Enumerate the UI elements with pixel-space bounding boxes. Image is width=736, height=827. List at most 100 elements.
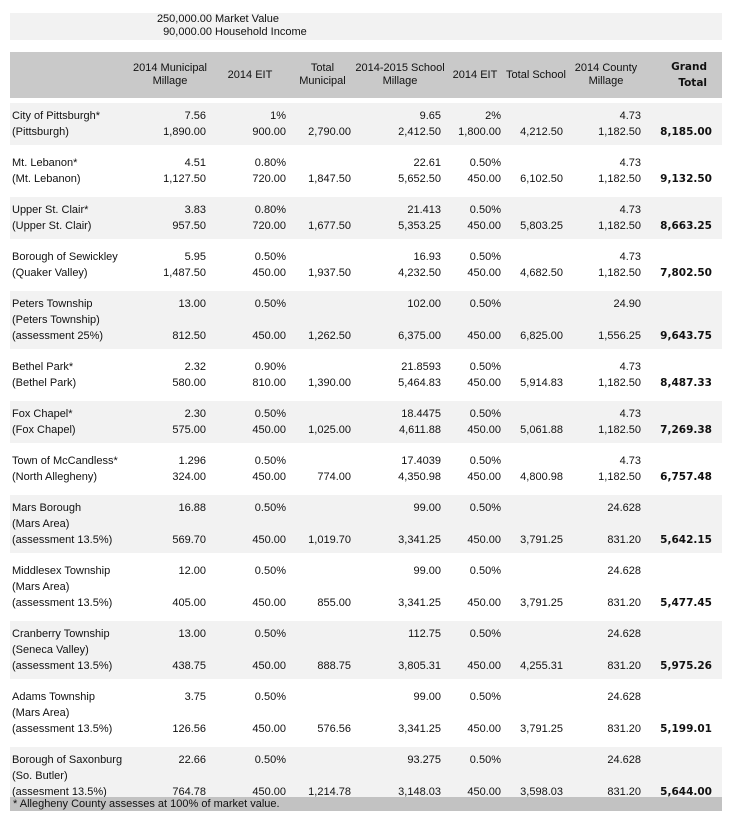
municipality-name: (Mt. Lebanon) xyxy=(12,173,81,185)
municipal-eit-rate: 0.50% xyxy=(254,408,286,420)
empty-cell xyxy=(210,579,290,595)
municipality-name: (Seneca Valley) xyxy=(12,644,89,656)
school-eit-rate: 2% xyxy=(485,110,501,122)
school-eit-amount: 1,800.00 xyxy=(458,126,501,138)
total-school-rate xyxy=(505,752,567,768)
county-millage-rate: 4.73 xyxy=(619,251,641,263)
table-row: Mt. Lebanon* 4.51 0.80% 22.61 0.50% 4.73 (Mt. … xyxy=(10,150,722,192)
empty-cell xyxy=(355,768,445,784)
row-line: Mars Borough 16.88 0.50% 99.00 0.50% 24.628 xyxy=(10,500,722,516)
municipality-name: (Mars Area) xyxy=(12,707,70,719)
empty-cell xyxy=(355,579,445,595)
row-line: (Mt. Lebanon) 1,127.50 720.00 1,847.50 5,652… xyxy=(10,171,722,187)
municipal-eit-rate: 0.80% xyxy=(254,204,286,216)
school-eit-rate: 0.50% xyxy=(469,157,501,169)
municipality-name: Upper St. Clair* xyxy=(12,204,89,216)
total-municipal-rate xyxy=(290,500,355,516)
school-eit-rate: 0.50% xyxy=(469,628,501,640)
county-millage-rate: 4.73 xyxy=(619,455,641,467)
total-school-rate xyxy=(505,296,567,312)
grand-total-amount: 9,132.50 xyxy=(660,173,712,185)
grand-total-amount: 5,199.01 xyxy=(660,723,712,735)
table-body: City of Pittsburgh* 7.56 1% 9.65 2% 4.73 (Pitt… xyxy=(10,103,722,810)
empty-cell xyxy=(130,768,210,784)
school-eit-amount: 450.00 xyxy=(467,173,501,185)
empty-cell xyxy=(210,312,290,328)
municipal-millage-rate: 7.56 xyxy=(184,110,206,122)
row-line: (Bethel Park) 580.00 810.00 1,390.00 5,464.8… xyxy=(10,375,722,391)
school-millage-rate: 16.93 xyxy=(413,251,441,263)
row-line: (assessment 13.5%) 405.00 450.00 855.00 3,34… xyxy=(10,595,722,611)
county-millage-amount: 1,182.50 xyxy=(598,267,641,279)
total-school-amount: 3,791.25 xyxy=(520,534,563,546)
row-line: Town of McCandless* 1.296 0.50% 17.4039 0.50… xyxy=(10,453,722,469)
empty-cell xyxy=(130,579,210,595)
school-eit-amount: 450.00 xyxy=(467,534,501,546)
school-eit-rate: 0.50% xyxy=(469,408,501,420)
school-eit-rate: 0.50% xyxy=(469,754,501,766)
school-eit-amount: 450.00 xyxy=(467,220,501,232)
municipality-name: (North Allegheny) xyxy=(12,471,97,483)
empty-cell xyxy=(290,579,355,595)
row-line: (assessment 13.5%) 438.75 450.00 888.75 3,80… xyxy=(10,658,722,674)
school-millage-amount: 3,805.31 xyxy=(398,660,441,672)
municipal-eit-rate: 0.90% xyxy=(254,361,286,373)
market-value-label: Market Value xyxy=(215,13,279,25)
municipality-name: (assesment 13.5%) xyxy=(12,786,107,798)
municipal-millage-amount: 580.00 xyxy=(172,377,206,389)
school-eit-rate: 0.50% xyxy=(469,502,501,514)
row-line: (assessment 13.5%) 126.56 450.00 576.56 3,34… xyxy=(10,721,722,737)
total-school-amount: 6,825.00 xyxy=(520,330,563,342)
county-millage-amount: 1,182.50 xyxy=(598,424,641,436)
municipality-name: Adams Township xyxy=(12,691,95,703)
county-millage-rate: 24.628 xyxy=(607,502,641,514)
row-line: (assessment 13.5%) 569.70 450.00 1,019.70 3,… xyxy=(10,532,722,548)
table-row: Peters Township 13.00 0.50% 102.00 0.50% 24.9… xyxy=(10,291,722,349)
municipality-name: Mt. Lebanon* xyxy=(12,157,78,169)
empty-cell xyxy=(290,516,355,532)
school-millage-rate: 21.8593 xyxy=(401,361,441,373)
county-millage-amount: 1,556.25 xyxy=(598,330,641,342)
municipal-eit-amount: 720.00 xyxy=(252,220,286,232)
municipal-eit-rate: 0.80% xyxy=(254,157,286,169)
grand-total-amount: 7,802.50 xyxy=(660,267,712,279)
county-millage-rate: 4.73 xyxy=(619,204,641,216)
table-row: Borough of Sewickley 5.95 0.50% 16.93 0.50% 4… xyxy=(10,244,722,286)
row-line: (Pittsburgh) 1,890.00 900.00 2,790.00 2,412.… xyxy=(10,124,722,140)
municipal-millage-amount: 764.78 xyxy=(172,786,206,798)
table-row: Cranberry Township 13.00 0.50% 112.75 0.50% 2… xyxy=(10,621,722,679)
county-millage-amount: 1,182.50 xyxy=(598,377,641,389)
household-income-row: 90,000.00 Household Income xyxy=(10,26,722,39)
empty-cell xyxy=(505,642,567,658)
row-line: (Upper St. Clair) 957.50 720.00 1,677.50 5,3… xyxy=(10,218,722,234)
municipal-millage-amount: 1,890.00 xyxy=(163,126,206,138)
empty-cell xyxy=(445,312,505,328)
county-millage-amount: 831.20 xyxy=(607,723,641,735)
grand-total-amount: 8,487.33 xyxy=(660,377,712,389)
empty-cell xyxy=(445,579,505,595)
header-school-eit: 2014 EIT xyxy=(452,68,498,81)
empty-cell xyxy=(130,312,210,328)
empty-cell xyxy=(355,705,445,721)
row-line: Borough of Saxonburg 22.66 0.50% 93.275 0.50… xyxy=(10,752,722,768)
empty-cell xyxy=(210,768,290,784)
total-municipal-amount: 2,790.00 xyxy=(308,126,351,138)
total-school-rate xyxy=(505,202,567,218)
municipal-eit-rate: 0.50% xyxy=(254,251,286,263)
empty-cell xyxy=(567,705,645,721)
total-school-rate xyxy=(505,155,567,171)
empty-cell xyxy=(567,516,645,532)
school-eit-amount: 450.00 xyxy=(467,597,501,609)
municipal-eit-amount: 900.00 xyxy=(252,126,286,138)
row-line: Cranberry Township 13.00 0.50% 112.75 0.50% 2… xyxy=(10,626,722,642)
empty-cell xyxy=(567,768,645,784)
municipal-millage-amount: 575.00 xyxy=(172,424,206,436)
total-municipal-amount: 1,019.70 xyxy=(308,534,351,546)
municipality-name: Fox Chapel* xyxy=(12,408,73,420)
municipal-millage-amount: 1,487.50 xyxy=(163,267,206,279)
total-municipal-amount: 1,214.78 xyxy=(308,786,351,798)
municipality-name: (assessment 25%) xyxy=(12,330,104,342)
municipal-eit-rate: 0.50% xyxy=(254,691,286,703)
grand-total-amount: 8,663.25 xyxy=(660,220,712,232)
row-line: City of Pittsburgh* 7.56 1% 9.65 2% 4.73 xyxy=(10,108,722,124)
